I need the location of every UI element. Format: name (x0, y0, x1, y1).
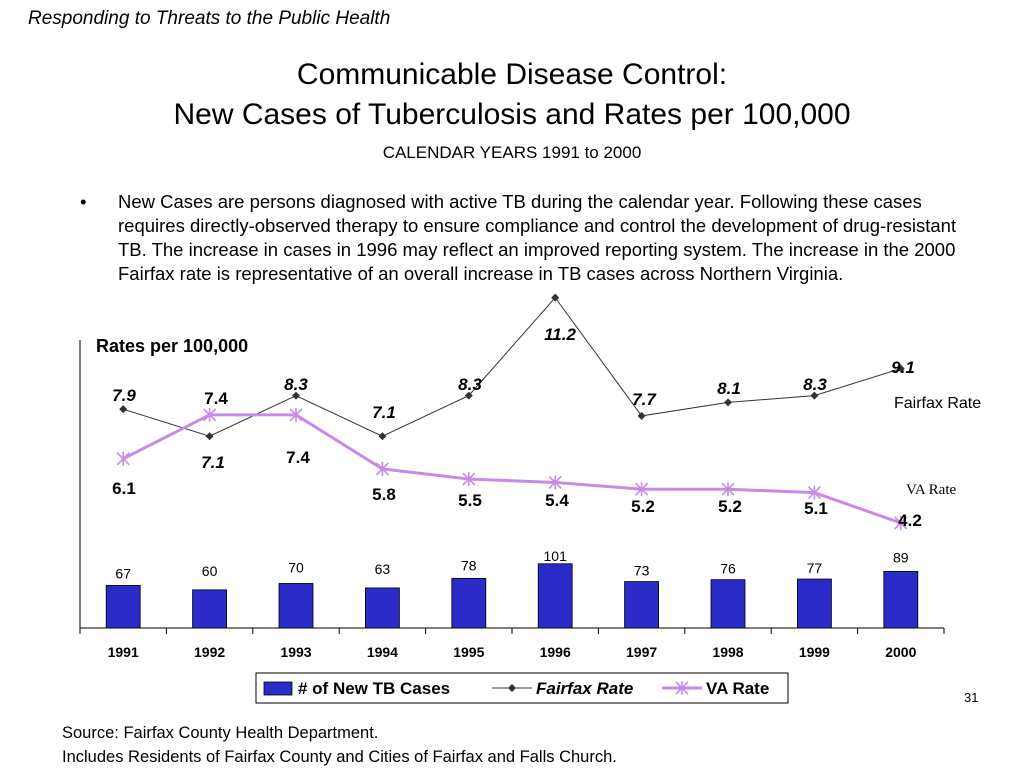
x-tick-label: 1991 (108, 644, 139, 660)
fairfax-rate-label: 8.3 (284, 375, 308, 394)
fairfax-rate-marker-1996 (551, 293, 560, 302)
slide-subtitle: CALENDAR YEARS 1991 to 2000 (382, 143, 642, 162)
va-rate-label: 4.2 (898, 511, 922, 530)
bar-value-label: 73 (634, 563, 650, 579)
fairfax-rate-marker-1994 (378, 432, 387, 441)
va-rate-label: 7.4 (204, 389, 228, 408)
x-tick-label: 1995 (453, 644, 484, 660)
bar-new-cases-1994 (364, 587, 400, 629)
fairfax-rate-marker-2000 (896, 364, 905, 373)
va-rate-marker-1991 (116, 451, 130, 466)
legend-label-fairfax: Fairfax Rate (536, 679, 633, 698)
va-rate-marker-1997 (635, 482, 649, 497)
x-tick-label: 1996 (540, 644, 571, 660)
slide-number: 31 (964, 690, 979, 705)
bar-new-cases-1993 (278, 583, 314, 629)
va-rate-label: 5.2 (718, 497, 742, 516)
fairfax-rate-label: 7.1 (372, 403, 396, 422)
x-tick-label: 1999 (799, 644, 830, 660)
x-tick-label: 1993 (280, 644, 311, 660)
x-tick-label: 1994 (367, 644, 398, 660)
slide-header: Responding to Threats to the Public Heal… (28, 8, 391, 29)
fairfax-rate-marker-1998 (724, 398, 732, 407)
bar-new-cases-1996 (537, 563, 573, 629)
fairfax-rate-marker-1999 (810, 391, 819, 400)
bar-value-label: 67 (115, 565, 131, 581)
va-rate-marker-1996 (548, 475, 562, 490)
fairfax-rate-label: 8.3 (458, 375, 482, 394)
bar-new-cases-1999 (797, 578, 832, 629)
va-rate-label: 5.5 (458, 491, 482, 510)
bar-new-cases-1997 (624, 581, 659, 629)
fairfax-rate-marker-1995 (464, 391, 473, 400)
bar-new-cases-2000 (883, 570, 919, 629)
bar-value-label: 101 (544, 548, 568, 564)
va-rate-marker-1992 (203, 407, 217, 422)
legend-marker-va (675, 681, 689, 695)
va-rate-marker-1993 (289, 407, 303, 422)
source-note: Source: Fairfax County Health Department… (62, 724, 379, 742)
legend-marker-fairfax (508, 684, 516, 692)
va-rate-marker-1998 (721, 482, 735, 497)
slide-title-line-1: Communicable Disease Control: (296, 58, 728, 91)
fairfax-rate-inline-label: Fairfax Rate (894, 395, 981, 412)
va-rate-label: 5.2 (631, 497, 655, 516)
va-rate-label: 5.4 (545, 491, 569, 510)
fairfax-rate-label: 7.1 (201, 453, 225, 472)
x-tick-label: 1998 (712, 644, 743, 660)
coverage-note: Includes Residents of Fairfax County and… (62, 748, 617, 766)
bullet-symbol: • (80, 191, 87, 212)
bar-value-label: 77 (807, 560, 823, 576)
fairfax-rate-label: 11.2 (544, 325, 576, 344)
va-rate-label: 5.1 (804, 499, 828, 518)
legend-swatch-new-cases (263, 681, 293, 696)
va-rate-marker-1994 (375, 461, 389, 476)
va-rate-label: 7.4 (286, 448, 310, 467)
bar-value-label: 76 (720, 561, 736, 577)
bar-value-label: 89 (893, 549, 909, 565)
va-rate-line (122, 413, 902, 525)
fairfax-rate-label: 8.3 (803, 375, 827, 394)
va-rate-marker-2000 (894, 516, 908, 530)
va-rate-marker-1995 (462, 472, 476, 487)
rates-axis-label: Rates per 100,000 (96, 336, 248, 356)
bar-value-label: 70 (288, 559, 304, 575)
x-tick-label: 1992 (194, 644, 225, 660)
fairfax-rate-marker-1992 (205, 432, 214, 441)
bar-new-cases-1998 (710, 579, 746, 629)
x-tick-label: 1997 (626, 644, 657, 660)
bullet-text: New Cases are persons diagnosed with act… (118, 191, 957, 284)
legend-label-new-cases: # of New TB Cases (298, 679, 450, 698)
bar-new-cases-1991 (105, 584, 141, 629)
va-rate-label: 6.1 (112, 479, 136, 498)
bar-value-label: 60 (202, 563, 218, 579)
va-rate-marker-1999 (807, 485, 821, 500)
fairfax-rate-label: 7.7 (632, 390, 657, 409)
legend-label-va: VA Rate (706, 679, 769, 698)
fairfax-rate-marker-1997 (637, 411, 646, 420)
x-tick-label: 2000 (885, 644, 916, 660)
bar-new-cases-1992 (192, 589, 228, 629)
fairfax-rate-label: 8.1 (717, 379, 741, 398)
bar-value-label: 63 (375, 561, 391, 577)
fairfax-rate-label: 7.9 (112, 386, 136, 405)
bar-value-label: 78 (461, 557, 477, 573)
fairfax-rate-label: 9.1 (891, 358, 915, 377)
fairfax-rate-marker-1991 (119, 405, 128, 414)
va-rate-label: 5.8 (372, 485, 396, 504)
va-rate-inline-label: VA Rate (906, 482, 956, 498)
slide-title-line-2: New Cases of Tuberculosis and Rates per … (173, 98, 851, 131)
fairfax-rate-marker-1993 (292, 391, 300, 400)
bar-new-cases-1995 (451, 577, 487, 629)
